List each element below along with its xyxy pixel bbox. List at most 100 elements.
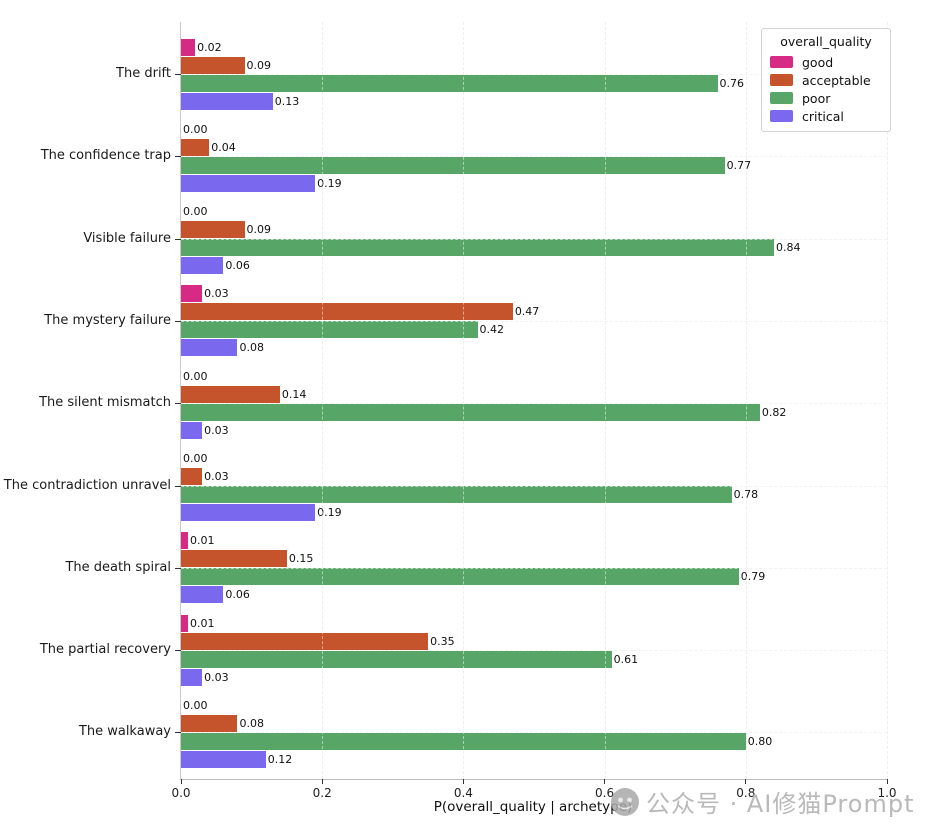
bar-group: 0.03 0.47 0.42 0.08 <box>181 285 887 357</box>
bar-poor <box>181 74 718 92</box>
bar-acceptable <box>181 385 280 403</box>
bar-poor <box>181 650 612 668</box>
legend-label: good <box>802 54 834 70</box>
x-tick-mark <box>462 779 464 784</box>
bar-row: 0.04 <box>181 138 887 156</box>
bar-row: 0.03 <box>181 668 887 686</box>
x-tick-mark <box>321 779 323 784</box>
bar-row: 0.13 <box>181 92 887 110</box>
bar-row: 0.00 <box>181 203 887 220</box>
y-tick-mark <box>175 238 181 240</box>
x-tick-label: 0.2 <box>312 786 332 800</box>
bar-value-label: 0.03 <box>204 470 229 483</box>
bar-acceptable <box>181 56 245 74</box>
bar-critical <box>181 750 266 768</box>
x-tick-label: 0.6 <box>595 786 615 800</box>
bar-row: 0.79 <box>181 568 887 586</box>
bar-row: 0.47 <box>181 303 887 321</box>
bar-value-label: 0.08 <box>239 716 264 730</box>
bar-value-label: 0.00 <box>183 698 208 712</box>
bar-acceptable <box>181 468 203 485</box>
legend-label: acceptable <box>802 72 871 88</box>
bar-critical <box>181 586 224 604</box>
gridline-vertical-overlay <box>322 22 324 779</box>
bar-row: 0.00 <box>181 450 887 467</box>
plot-area: 0.0 0.2 0.4 0.6 0.8 1.0 The drift 0.02 0.09 0.76 0… <box>4 22 897 800</box>
bar-row: 0.00 <box>181 697 887 714</box>
bar-good <box>181 532 189 550</box>
bar-critical <box>181 668 203 686</box>
bar-critical <box>181 92 273 110</box>
legend-item-poor: poor <box>770 89 882 107</box>
bar-row: 0.12 <box>181 750 887 768</box>
bar-value-label: 0.15 <box>288 552 314 566</box>
bar-critical <box>181 339 238 357</box>
bar-value-label: 0.80 <box>747 734 773 748</box>
bar-acceptable <box>181 714 238 732</box>
bar-value-label: 0.00 <box>183 452 208 465</box>
legend-items: good acceptable poor critical <box>770 53 882 125</box>
bar-row: 0.06 <box>181 586 887 604</box>
legend-item-acceptable: acceptable <box>770 71 882 89</box>
bar-poor <box>181 568 739 586</box>
gridline-horizontal-overlay <box>181 238 887 240</box>
y-tick-mark <box>175 156 181 158</box>
y-tick-label: The death spiral <box>65 559 171 575</box>
y-tick-label: The drift <box>116 66 171 81</box>
gridline-horizontal-overlay <box>181 650 887 652</box>
gridline-vertical-overlay <box>604 22 606 779</box>
bar-row: 0.84 <box>181 239 887 257</box>
x-axis-label: P(overall_quality | archetype) <box>433 799 633 815</box>
bar-value-label: 0.19 <box>317 176 342 190</box>
bar-value-label: 0.03 <box>204 287 229 301</box>
bar-acceptable <box>181 221 245 239</box>
legend-label: poor <box>802 90 831 106</box>
gridline-horizontal-overlay <box>181 403 887 405</box>
bar-good <box>181 38 196 56</box>
bar-value-label: 0.14 <box>281 387 307 401</box>
bar-row: 0.19 <box>181 174 887 192</box>
bar-group: 0.00 0.09 0.84 0.06 <box>181 203 887 275</box>
bar-value-label: 0.77 <box>726 158 752 172</box>
bar-row: 0.00 <box>181 121 887 138</box>
bar-value-label: 0.13 <box>274 94 300 108</box>
bar-value-label: 0.82 <box>761 405 787 419</box>
bar-row: 0.00 <box>181 368 887 385</box>
bar-row: 0.08 <box>181 714 887 732</box>
bar-row: 0.19 <box>181 504 887 521</box>
x-tick-mark <box>745 779 747 784</box>
y-tick-mark <box>175 485 181 487</box>
bar-value-label: 0.03 <box>204 670 229 684</box>
bar-row: 0.77 <box>181 156 887 174</box>
bar-row: 0.01 <box>181 614 887 632</box>
gridline-horizontal-overlay <box>181 74 887 75</box>
legend-swatch-critical <box>770 110 793 122</box>
legend: overall_quality good acceptable poor critic… <box>761 28 891 132</box>
bar-row: 0.06 <box>181 257 887 275</box>
bar-row: 0.03 <box>181 285 887 303</box>
bar-row: 0.03 <box>181 468 887 485</box>
x-tick-mark <box>180 779 182 784</box>
bar-critical <box>181 174 316 192</box>
x-tick-label: 1.0 <box>877 786 897 800</box>
bar-row: 0.76 <box>181 74 887 92</box>
bar-row: 0.61 <box>181 650 887 668</box>
legend-title: overall_quality <box>780 34 872 49</box>
bar-acceptable <box>181 550 287 568</box>
bar-value-label: 0.09 <box>246 223 272 237</box>
gridline-vertical-overlay <box>887 22 888 779</box>
bar-value-label: 0.35 <box>430 634 455 648</box>
bar-poor <box>181 403 760 421</box>
bar-value-label: 0.08 <box>239 341 264 355</box>
y-tick-mark <box>175 403 181 405</box>
bar-value-label: 0.06 <box>225 588 250 602</box>
bar-value-label: 0.01 <box>190 616 215 630</box>
bar-critical <box>181 421 203 439</box>
bar-value-label: 0.79 <box>740 570 766 584</box>
bar-row: 0.08 <box>181 339 887 357</box>
x-tick-mark <box>886 779 888 784</box>
bar-row: 0.80 <box>181 732 887 750</box>
bar-row: 0.42 <box>181 321 887 339</box>
gridline-horizontal-overlay <box>181 567 887 569</box>
